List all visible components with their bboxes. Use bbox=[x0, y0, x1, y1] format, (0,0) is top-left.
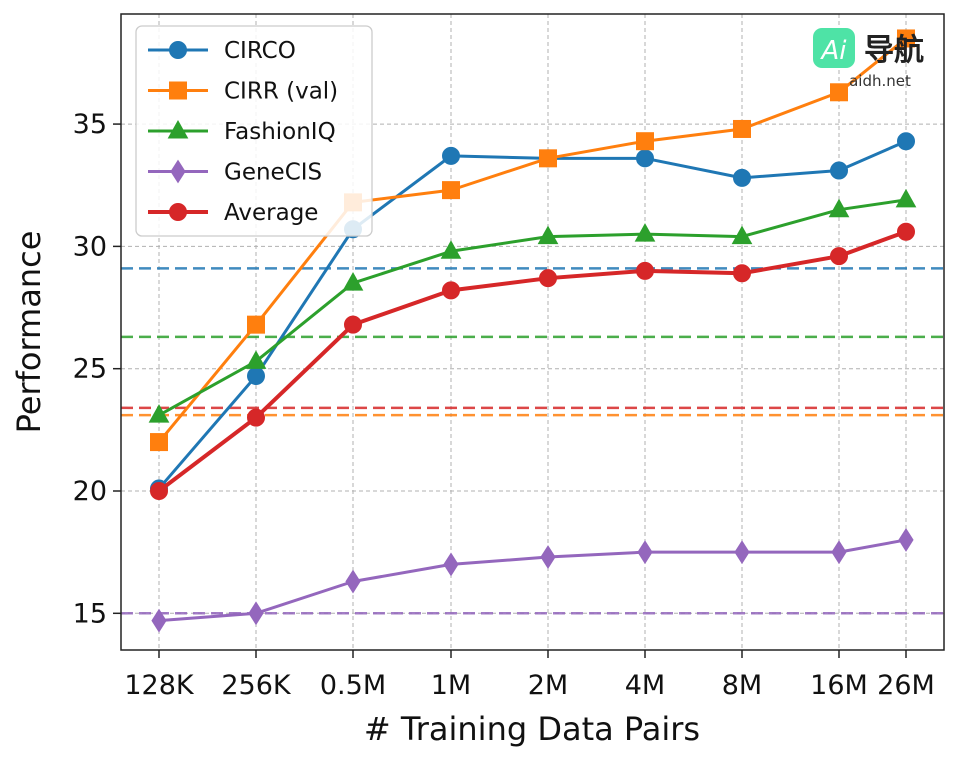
x-axis: 128K 256K 0.5M 1M 2M 4M 8M 16M 26M bbox=[124, 650, 935, 701]
data-point-genecis bbox=[540, 545, 556, 569]
x-axis-title: # Training Data Pairs bbox=[364, 710, 700, 748]
legend-item-circo: CIRCO bbox=[148, 38, 296, 64]
data-point-fashioniq bbox=[731, 225, 753, 245]
legend-marker bbox=[169, 81, 187, 100]
data-point-genecis bbox=[831, 540, 847, 565]
data-point-cirr-val bbox=[247, 315, 265, 334]
series-genecis bbox=[151, 527, 914, 633]
legend-label: CIRR (val) bbox=[224, 79, 338, 105]
x-tick-label: 256K bbox=[221, 670, 292, 701]
legend-label: FashionIQ bbox=[224, 119, 336, 145]
series bbox=[148, 29, 917, 633]
x-tick-label: 8M bbox=[722, 670, 762, 701]
legend-marker bbox=[167, 119, 189, 139]
data-point-average bbox=[733, 264, 751, 283]
data-point-cirr-val bbox=[733, 119, 751, 138]
y-tick-label: 15 bbox=[73, 598, 107, 629]
series-average bbox=[150, 222, 915, 500]
data-point-fashioniq bbox=[440, 240, 462, 259]
watermark-brand-ai: Ai bbox=[819, 36, 847, 66]
data-point-cirr-val bbox=[539, 149, 557, 168]
y-axis: 15 20 25 30 35 bbox=[73, 109, 121, 629]
data-point-circo bbox=[247, 367, 265, 386]
x-tick-label: 0.5M bbox=[320, 670, 386, 701]
data-point-fashioniq bbox=[634, 223, 656, 242]
data-point-average bbox=[442, 281, 460, 300]
watermark-logo-tile bbox=[813, 28, 855, 68]
legend-label: CIRCO bbox=[224, 38, 296, 64]
series-fashioniq bbox=[148, 188, 917, 423]
data-point-fashioniq bbox=[245, 350, 267, 369]
data-point-average bbox=[247, 408, 265, 427]
data-point-genecis bbox=[898, 527, 914, 552]
data-point-fashioniq bbox=[828, 198, 850, 218]
x-tick-label: 26M bbox=[877, 670, 935, 701]
x-tick-label: 1M bbox=[431, 670, 471, 701]
data-point-cirr-val bbox=[830, 83, 848, 102]
x-tick-label: 16M bbox=[810, 670, 868, 701]
data-point-average bbox=[636, 261, 654, 280]
data-point-average bbox=[344, 315, 362, 334]
x-tick-label: 128K bbox=[124, 670, 195, 701]
y-tick-label: 30 bbox=[73, 231, 107, 262]
baselines bbox=[121, 267, 944, 615]
data-point-average bbox=[830, 247, 848, 266]
data-point-cirr-val bbox=[442, 181, 460, 200]
data-point-genecis bbox=[637, 540, 653, 565]
y-tick-label: 20 bbox=[73, 476, 107, 507]
data-point-circo bbox=[897, 132, 915, 151]
data-point-genecis bbox=[151, 608, 167, 633]
y-tick-label: 25 bbox=[73, 354, 107, 385]
data-point-circo bbox=[830, 161, 848, 180]
data-point-genecis bbox=[248, 601, 264, 626]
data-point-circo bbox=[636, 149, 654, 168]
data-point-circo bbox=[442, 146, 460, 165]
data-point-circo bbox=[733, 168, 751, 187]
legend-marker bbox=[170, 159, 186, 184]
data-point-genecis bbox=[734, 540, 750, 565]
x-tick-label: 2M bbox=[528, 670, 568, 701]
legend: CIRCO CIRR (val) FashionIQ GeneCIS Average bbox=[135, 25, 373, 237]
data-point-fashioniq bbox=[148, 404, 170, 423]
legend-marker bbox=[169, 203, 187, 221]
data-point-cirr-val bbox=[897, 29, 915, 48]
watermark-brand-cn: 导航 bbox=[864, 33, 924, 68]
legend-box bbox=[135, 25, 373, 237]
data-point-cirr-val bbox=[636, 132, 654, 151]
legend-item-average: Average bbox=[148, 200, 318, 226]
legend-marker bbox=[169, 41, 187, 59]
data-point-fashioniq bbox=[342, 272, 364, 291]
data-point-average bbox=[150, 482, 168, 500]
data-point-fashioniq bbox=[537, 225, 559, 245]
y-tick-label: 35 bbox=[73, 109, 107, 140]
data-point-average bbox=[539, 269, 557, 288]
legend-item-fashioniq: FashionIQ bbox=[148, 119, 336, 145]
watermark-site: aidh.net bbox=[849, 72, 911, 90]
data-point-genecis bbox=[443, 552, 459, 577]
legend-item-cirr-val: CIRR (val) bbox=[148, 79, 338, 105]
plot-frame bbox=[120, 13, 945, 651]
legend-label: GeneCIS bbox=[224, 160, 322, 186]
legend-label: Average bbox=[224, 200, 318, 226]
data-point-fashioniq bbox=[895, 188, 917, 208]
series-line-genecis bbox=[158, 538, 907, 623]
legend-item-genecis: GeneCIS bbox=[148, 160, 322, 186]
y-axis-title: Performance bbox=[10, 231, 48, 434]
watermark: Ai 导航 aidh.net bbox=[813, 28, 924, 90]
data-point-genecis bbox=[345, 569, 361, 594]
data-point-average bbox=[897, 222, 915, 241]
data-point-cirr-val bbox=[150, 433, 168, 452]
x-tick-label: 4M bbox=[625, 670, 665, 701]
series-line-average bbox=[157, 229, 907, 493]
